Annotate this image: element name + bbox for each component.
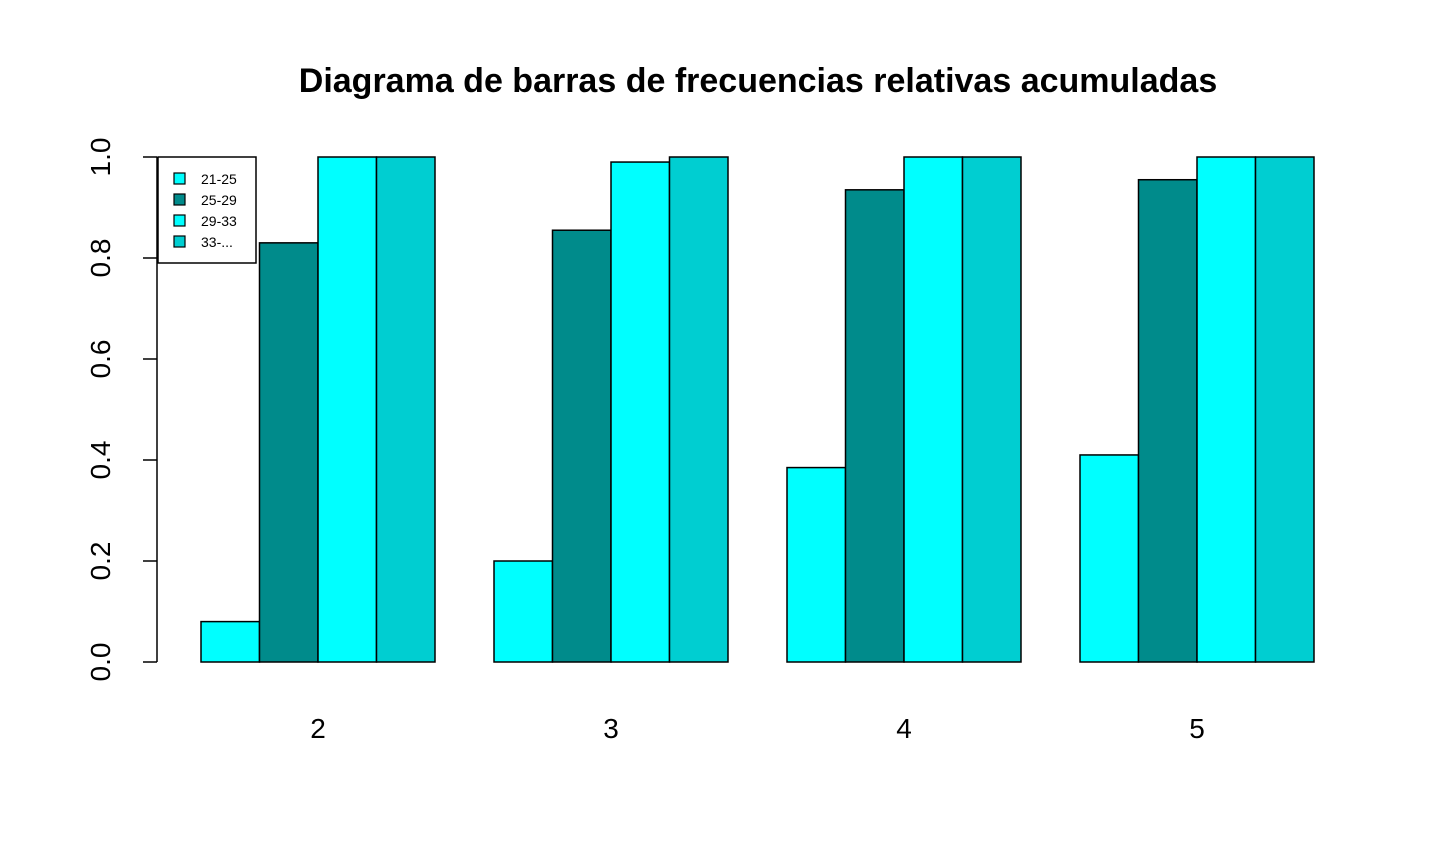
y-tick-label: 0.0	[85, 643, 116, 682]
legend: 21-25 25-29 29-33 33-...	[157, 156, 257, 264]
legend-swatch	[173, 214, 186, 227]
bar-2-21-25	[200, 620, 261, 663]
bar-5-25-29	[1137, 178, 1198, 663]
y-axis: 0.0 0.2 0.4 0.6 0.8 1.0	[85, 138, 158, 682]
bar-5-29-33	[1196, 156, 1257, 663]
x-axis-labels: 2 3 4 5	[310, 713, 1205, 744]
y-tick-label: 0.2	[85, 542, 116, 581]
legend-label: 25-29	[201, 192, 237, 208]
y-tick-label: 0.6	[85, 340, 116, 379]
bar-2-33-...	[375, 156, 436, 663]
bar-4-21-25	[786, 466, 847, 663]
legend-swatch	[173, 172, 186, 185]
legend-swatch	[173, 193, 186, 206]
x-tick-label: 4	[896, 713, 912, 744]
bar-4-29-33	[903, 156, 964, 663]
y-tick-label: 1.0	[85, 138, 116, 177]
y-tick-label: 0.4	[85, 441, 116, 480]
bar-5-33-...	[1254, 156, 1315, 663]
bar-3-25-29	[551, 229, 612, 663]
y-tick-label: 0.8	[85, 239, 116, 278]
bar-3-29-33	[610, 161, 671, 663]
x-tick-label: 2	[310, 713, 326, 744]
legend-label: 33-...	[201, 234, 233, 250]
bar-2-29-33	[317, 156, 378, 663]
bar-3-21-25	[493, 560, 554, 663]
legend-label: 21-25	[201, 171, 237, 187]
bar-2-25-29	[258, 242, 319, 663]
legend-label: 29-33	[201, 213, 237, 229]
bars-group	[200, 156, 1315, 663]
bar-3-33-...	[668, 156, 729, 663]
x-tick-label: 3	[603, 713, 619, 744]
legend-swatch	[173, 235, 186, 248]
x-tick-label: 5	[1189, 713, 1205, 744]
bar-5-21-25	[1079, 454, 1140, 663]
bar-4-25-29	[844, 189, 905, 663]
chart-title: Diagrama de barras de frecuencias relati…	[299, 62, 1217, 100]
bar-4-33-...	[961, 156, 1022, 663]
